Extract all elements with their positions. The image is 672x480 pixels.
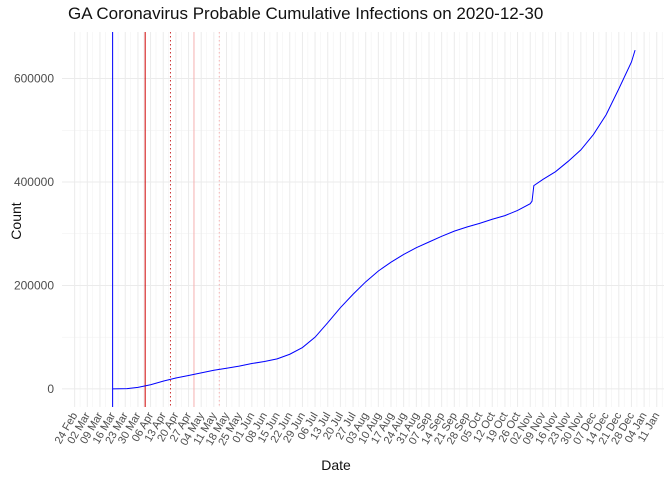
y-tick-label: 0	[47, 382, 54, 396]
chart-title: GA Coronavirus Probable Cumulative Infec…	[68, 4, 544, 23]
y-tick-label: 200000	[14, 278, 54, 292]
y-tick-label: 400000	[14, 175, 54, 189]
series-line	[112, 49, 636, 390]
y-tick-label: 600000	[14, 72, 54, 86]
x-axis-label: Date	[321, 457, 351, 473]
y-axis-label: Count	[8, 202, 24, 240]
